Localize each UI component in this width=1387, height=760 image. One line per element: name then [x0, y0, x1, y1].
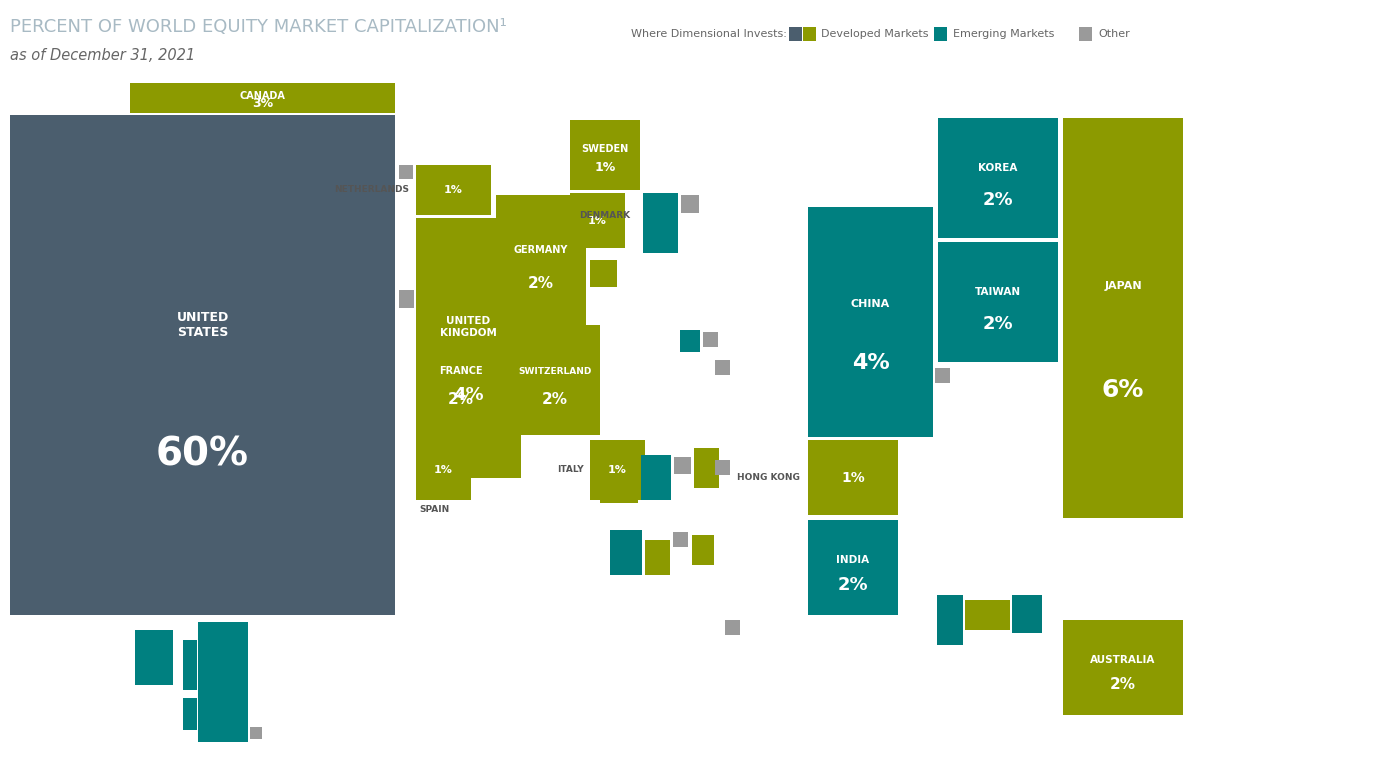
Bar — [694, 448, 718, 488]
Bar — [644, 193, 678, 253]
Bar — [674, 457, 691, 474]
Bar — [250, 727, 262, 739]
Text: 1%: 1% — [841, 470, 865, 485]
Bar — [809, 207, 933, 437]
Bar — [399, 290, 413, 308]
Bar — [1013, 595, 1042, 633]
Bar — [803, 27, 816, 41]
Bar — [681, 195, 699, 213]
Text: SPAIN: SPAIN — [419, 505, 449, 514]
Bar — [809, 440, 897, 515]
Bar — [645, 540, 670, 575]
Text: 2%: 2% — [982, 315, 1014, 333]
Text: HONG KONG: HONG KONG — [736, 473, 800, 483]
Text: 2%: 2% — [982, 191, 1014, 208]
Bar — [589, 440, 645, 500]
Bar — [703, 332, 718, 347]
Bar — [601, 448, 638, 503]
Bar — [935, 368, 950, 383]
Text: CANADA: CANADA — [240, 90, 286, 100]
Text: 2%: 2% — [1110, 677, 1136, 692]
Bar — [641, 455, 671, 500]
Bar — [716, 360, 730, 375]
Bar — [938, 118, 1058, 238]
Text: UNITED
KINGDOM: UNITED KINGDOM — [440, 316, 497, 338]
Text: KOREA: KOREA — [978, 163, 1018, 173]
Text: 2%: 2% — [448, 392, 474, 407]
Bar — [589, 260, 617, 287]
Bar — [399, 165, 413, 179]
Text: 6%: 6% — [1101, 378, 1144, 402]
Bar — [570, 120, 639, 190]
Bar — [10, 115, 395, 615]
Text: 3%: 3% — [252, 97, 273, 110]
Text: 2%: 2% — [838, 575, 868, 594]
Bar — [933, 27, 947, 41]
Bar — [135, 630, 173, 685]
Text: 1%: 1% — [434, 465, 454, 475]
Bar — [1062, 118, 1183, 518]
Text: 1%: 1% — [595, 161, 616, 174]
Text: Where Dimensional Invests:: Where Dimensional Invests: — [631, 29, 786, 40]
Text: 2%: 2% — [528, 276, 553, 291]
Bar — [510, 325, 601, 435]
Bar — [183, 698, 197, 730]
Text: TAIWAN: TAIWAN — [975, 287, 1021, 297]
Bar — [416, 218, 522, 478]
Bar — [416, 440, 472, 500]
Bar — [673, 532, 688, 547]
Bar — [570, 193, 626, 248]
Text: GERMANY: GERMANY — [513, 245, 569, 255]
Text: INDIA: INDIA — [836, 555, 870, 565]
Text: 4%: 4% — [454, 386, 484, 404]
Text: SWITZERLAND: SWITZERLAND — [519, 367, 592, 375]
Bar — [416, 165, 491, 215]
Text: NETHERLANDS: NETHERLANDS — [334, 185, 409, 195]
Bar — [965, 600, 1010, 630]
Text: JAPAN: JAPAN — [1104, 281, 1142, 291]
Bar — [809, 520, 897, 615]
Text: 1%: 1% — [588, 216, 608, 226]
Text: FRANCE: FRANCE — [440, 366, 483, 376]
Bar — [416, 325, 506, 435]
Text: Emerging Markets: Emerging Markets — [953, 29, 1054, 40]
Bar — [1079, 27, 1092, 41]
Text: DENMARK: DENMARK — [578, 211, 630, 220]
Bar — [680, 330, 700, 352]
Text: 1%: 1% — [444, 185, 463, 195]
Text: SWEDEN: SWEDEN — [581, 144, 628, 154]
Text: PERCENT OF WORLD EQUITY MARKET CAPITALIZATION¹: PERCENT OF WORLD EQUITY MARKET CAPITALIZ… — [10, 18, 506, 36]
Bar — [420, 340, 455, 358]
Text: Developed Markets: Developed Markets — [821, 29, 928, 40]
Text: 2%: 2% — [542, 392, 569, 407]
Bar — [725, 620, 741, 635]
Bar — [716, 460, 730, 475]
Text: as of December 31, 2021: as of December 31, 2021 — [10, 48, 196, 63]
Text: 60%: 60% — [155, 436, 250, 474]
Text: ITALY: ITALY — [558, 465, 584, 474]
Bar — [183, 640, 197, 690]
Bar — [1062, 620, 1183, 715]
Text: Other: Other — [1099, 29, 1130, 40]
Bar — [692, 535, 714, 565]
Text: 4%: 4% — [852, 353, 889, 373]
Bar — [198, 622, 248, 742]
Bar — [789, 27, 802, 41]
Text: AUSTRALIA: AUSTRALIA — [1090, 655, 1155, 665]
Bar — [610, 530, 642, 575]
Bar — [130, 83, 395, 113]
Bar — [497, 195, 585, 325]
Text: 1%: 1% — [608, 465, 627, 475]
Text: CHINA: CHINA — [850, 299, 890, 309]
Bar — [938, 595, 963, 645]
Text: UNITED
STATES: UNITED STATES — [176, 311, 229, 339]
Bar — [938, 242, 1058, 362]
